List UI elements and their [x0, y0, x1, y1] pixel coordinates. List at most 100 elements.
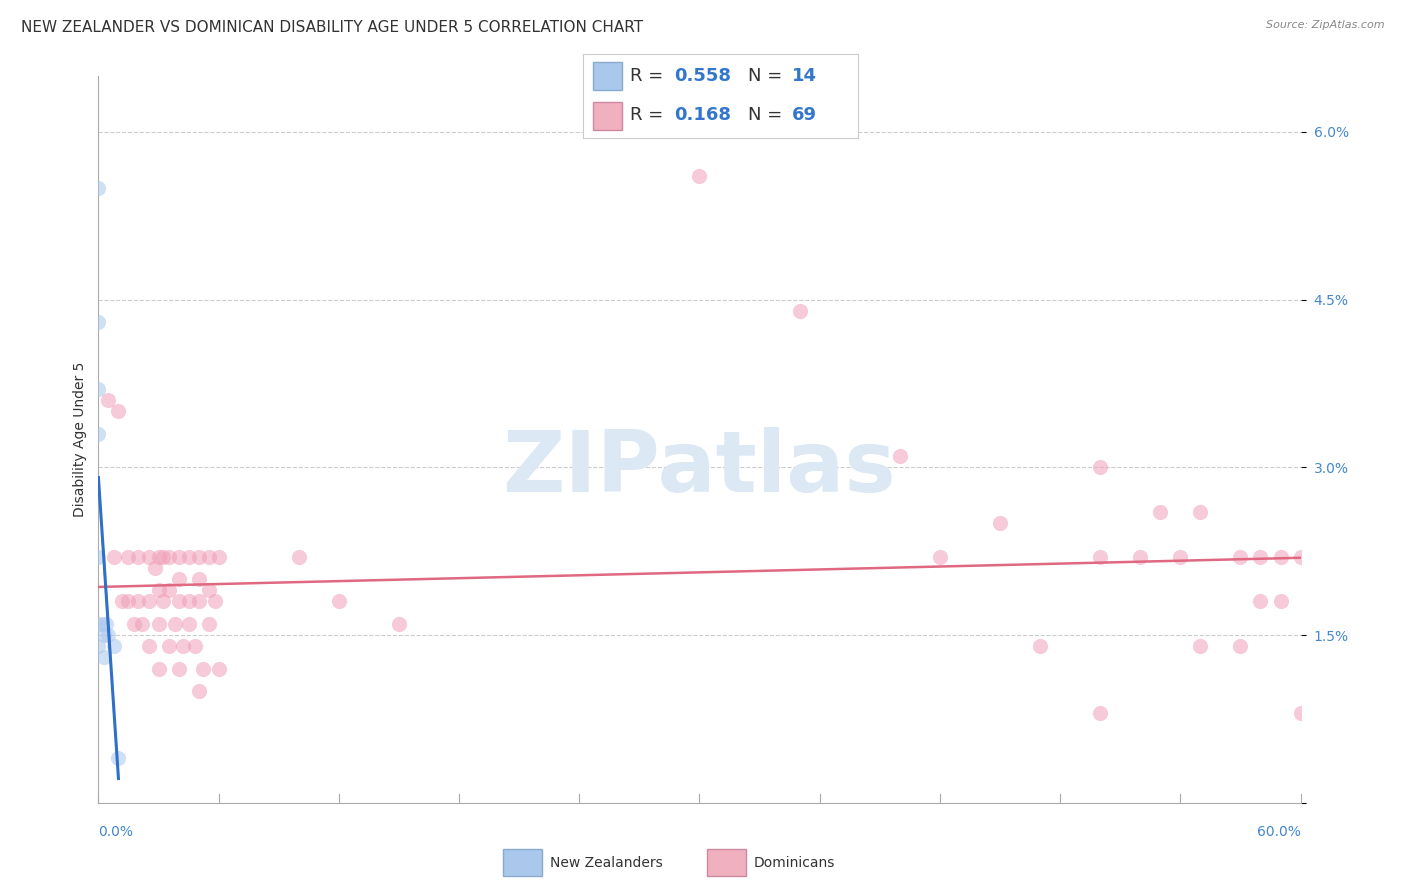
Point	[128, 549, 150, 564]
Text: 0.0%: 0.0%	[98, 825, 134, 839]
Point	[187, 549, 209, 564]
Point	[1289, 706, 1312, 721]
Point	[172, 639, 194, 653]
Point	[1270, 549, 1292, 564]
Point	[87, 382, 110, 396]
Point	[157, 583, 180, 598]
Text: New Zealanders: New Zealanders	[550, 855, 662, 870]
Point	[152, 594, 174, 608]
Point	[889, 449, 911, 463]
Point	[131, 616, 153, 631]
Point	[103, 549, 125, 564]
Text: ZIPatlas: ZIPatlas	[502, 427, 897, 510]
Point	[789, 303, 811, 318]
Point	[87, 315, 110, 329]
Point	[1229, 639, 1251, 653]
Point	[1129, 549, 1152, 564]
Text: 0.168: 0.168	[673, 106, 731, 124]
Point	[197, 616, 219, 631]
Point	[1170, 549, 1192, 564]
Point	[204, 594, 226, 608]
FancyBboxPatch shape	[593, 102, 621, 130]
Point	[148, 616, 170, 631]
Point	[167, 594, 190, 608]
Point	[138, 549, 160, 564]
FancyBboxPatch shape	[503, 849, 541, 876]
Point	[177, 616, 200, 631]
Point	[148, 662, 170, 676]
Point	[167, 549, 190, 564]
Point	[124, 616, 146, 631]
Text: Source: ZipAtlas.com: Source: ZipAtlas.com	[1267, 20, 1385, 29]
Text: N =: N =	[748, 106, 787, 124]
Point	[93, 628, 115, 642]
Point	[163, 616, 186, 631]
Point	[328, 594, 350, 608]
Point	[107, 404, 129, 418]
Point	[688, 169, 710, 184]
Point	[148, 549, 170, 564]
Point	[929, 549, 952, 564]
Point	[87, 639, 110, 653]
Text: 14: 14	[792, 68, 817, 86]
Point	[97, 628, 120, 642]
Point	[157, 549, 180, 564]
Point	[128, 594, 150, 608]
FancyBboxPatch shape	[593, 62, 621, 90]
Point	[167, 572, 190, 586]
Point	[1149, 505, 1171, 519]
Point	[97, 393, 120, 408]
Point	[197, 549, 219, 564]
Point	[143, 561, 166, 575]
Point	[148, 583, 170, 598]
Point	[1270, 594, 1292, 608]
FancyBboxPatch shape	[707, 849, 745, 876]
Point	[1189, 505, 1212, 519]
Point	[1088, 460, 1111, 475]
Point	[87, 426, 110, 441]
Text: Dominicans: Dominicans	[754, 855, 835, 870]
Text: NEW ZEALANDER VS DOMINICAN DISABILITY AGE UNDER 5 CORRELATION CHART: NEW ZEALANDER VS DOMINICAN DISABILITY AG…	[21, 20, 643, 35]
Point	[157, 639, 180, 653]
Text: R =: R =	[630, 106, 669, 124]
Point	[117, 594, 139, 608]
Y-axis label: Disability Age Under 5: Disability Age Under 5	[73, 361, 87, 517]
Text: 60.0%: 60.0%	[1257, 825, 1301, 839]
Point	[1250, 549, 1272, 564]
Point	[183, 639, 205, 653]
Point	[107, 751, 129, 765]
Point	[1088, 549, 1111, 564]
Point	[1289, 549, 1312, 564]
Point	[288, 549, 311, 564]
Text: 69: 69	[792, 106, 817, 124]
Point	[187, 572, 209, 586]
Point	[117, 549, 139, 564]
Point	[1229, 549, 1251, 564]
Point	[1250, 594, 1272, 608]
Point	[87, 616, 110, 631]
Point	[152, 549, 174, 564]
Point	[103, 639, 125, 653]
Point	[167, 662, 190, 676]
Point	[1029, 639, 1052, 653]
Point	[1088, 706, 1111, 721]
Point	[111, 594, 134, 608]
Point	[93, 650, 115, 665]
Point	[138, 639, 160, 653]
Point	[187, 684, 209, 698]
Point	[87, 180, 110, 194]
Point	[1189, 639, 1212, 653]
Text: N =: N =	[748, 68, 787, 86]
Point	[96, 616, 118, 631]
Point	[208, 662, 231, 676]
Point	[91, 616, 114, 631]
Point	[208, 549, 231, 564]
Point	[988, 516, 1011, 531]
Point	[187, 594, 209, 608]
Point	[191, 662, 214, 676]
Text: R =: R =	[630, 68, 669, 86]
Text: 0.558: 0.558	[673, 68, 731, 86]
Point	[87, 549, 110, 564]
Point	[197, 583, 219, 598]
Point	[177, 594, 200, 608]
